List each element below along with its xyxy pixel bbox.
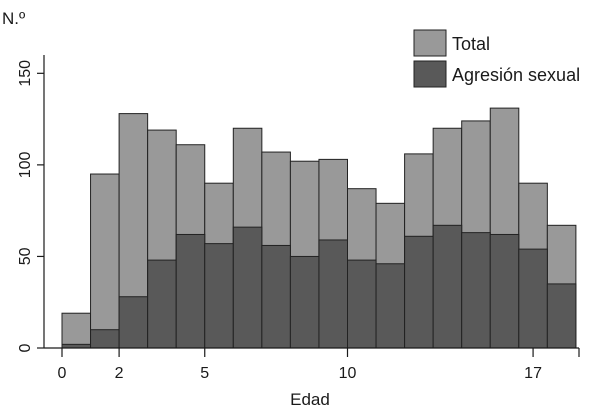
bar-agresion-sexual-10 <box>347 259 377 349</box>
bar-agresion-sexual-7 <box>261 244 291 349</box>
bar-agresion-sexual-2 <box>118 296 149 349</box>
bar-agresion-sexual-14 <box>461 232 491 349</box>
x-tick-label-0: 0 <box>58 365 67 382</box>
legend-label-agresion-sexual: Agresión sexual <box>452 65 580 85</box>
legend-swatch-total <box>413 29 447 57</box>
x-axis-label: Edad <box>290 390 330 409</box>
bar-agresion-sexual-11 <box>375 263 406 349</box>
x-tick-label-5: 5 <box>200 365 209 382</box>
bar-agresion-sexual-3 <box>147 259 177 349</box>
bar-agresion-sexual-16 <box>518 248 548 349</box>
y-tick-label-100: 100 <box>17 151 34 178</box>
bar-total-0 <box>61 312 92 349</box>
y-axis-label: N.º <box>2 9 25 28</box>
y-tick-label-50: 50 <box>17 247 34 265</box>
bar-agresion-sexual-17 <box>546 283 577 349</box>
x-tick-label-2: 2 <box>115 365 124 382</box>
bar-total-1 <box>90 173 120 349</box>
bar-agresion-sexual-8 <box>289 255 320 349</box>
bar-agresion-sexual-6 <box>232 226 263 349</box>
bar-agresion-sexual-1 <box>90 329 120 349</box>
y-axis-ticks: 0 50 100 150 <box>17 60 44 352</box>
bar-agresion-sexual-9 <box>318 239 349 349</box>
x-tick-label-17: 17 <box>524 365 542 382</box>
legend-label-total: Total <box>452 34 490 54</box>
bar-agresion-sexual-4 <box>175 233 206 349</box>
legend-swatch-agresion-sexual <box>413 60 447 88</box>
bar-agresion-sexual-15 <box>489 233 520 349</box>
y-tick-label-0: 0 <box>17 343 34 352</box>
y-tick-label-150: 150 <box>17 60 34 87</box>
x-axis-ticks: 0 2 5 10 17 <box>58 348 580 382</box>
bar-agresion-sexual-5 <box>204 243 234 349</box>
bar-agresion-sexual-13 <box>432 224 463 349</box>
bar-agresion-sexual-12 <box>404 235 434 349</box>
x-tick-label-10: 10 <box>339 365 357 382</box>
agresion-sexual-bars <box>61 224 577 349</box>
legend: Total Agresión sexual <box>413 29 580 88</box>
